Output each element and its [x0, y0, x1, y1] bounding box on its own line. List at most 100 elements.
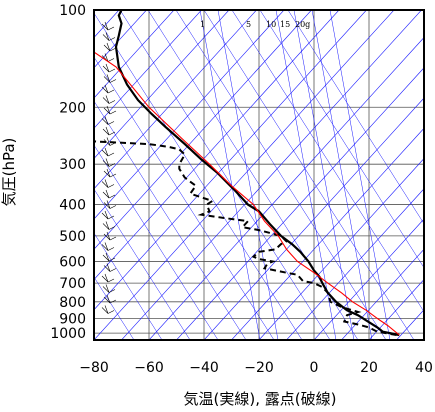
adiabat-line: [94, 188, 191, 340]
wind-barb: [101, 242, 115, 251]
wind-barb: [103, 168, 117, 178]
y-axis-title: 気圧(hPa): [0, 138, 18, 207]
y-tick-label: 900: [59, 311, 86, 327]
mixing-ratio-label: 20g: [295, 20, 310, 29]
x-tick-label: 40: [415, 360, 433, 376]
y-tick-label: 700: [59, 276, 86, 292]
wind-barb: [102, 126, 116, 136]
wind-barb: [102, 158, 116, 167]
isotherm-line: [94, 10, 175, 99]
y-tick-label: 200: [59, 100, 86, 116]
adiabat-line: [94, 144, 219, 340]
x-tick-label: −40: [189, 360, 219, 376]
isotherm-line: [94, 10, 367, 311]
isotherm-line: [94, 10, 257, 190]
isotherm-line: [94, 10, 230, 159]
x-tick-label: −80: [79, 360, 109, 376]
wind-barb: [101, 84, 115, 94]
mixing-ratio-labels: 1 5 10 15 20g: [200, 20, 310, 29]
wind-barb: [102, 32, 116, 41]
mixing-ratio-label: 5: [246, 20, 251, 29]
wind-barb: [102, 221, 116, 230]
mixing-ratio-label: 1: [200, 20, 205, 29]
y-tick-label: 100: [59, 3, 86, 19]
adiabat-line: [231, 10, 424, 313]
adiabat-line: [94, 12, 303, 340]
isotherm-line: [148, 37, 424, 340]
isotherm-line: [368, 279, 424, 340]
isotherm-line: [396, 309, 424, 340]
wind-barb: [102, 95, 116, 104]
mixing-ratio-line: [199, 10, 261, 340]
mixing-ratio-line: [329, 10, 391, 340]
wind-barb: [102, 252, 116, 262]
adiabat-line: [94, 276, 135, 340]
isotherm-line: [286, 188, 424, 340]
isotherm-line: [203, 97, 424, 340]
adiabat-line: [94, 56, 275, 340]
mixing-ratio-line: [217, 10, 279, 340]
wind-barb: [102, 63, 116, 73]
wind-barb: [101, 179, 115, 188]
isotherm-lines: [94, 10, 424, 340]
mixing-ratio-label: 10: [266, 20, 276, 29]
wind-barb: [102, 284, 116, 293]
wind-barbs: [101, 21, 117, 314]
x-tick-label: 0: [310, 360, 319, 376]
wind-barb: [101, 21, 115, 31]
wind-barb: [103, 294, 117, 304]
y-tick-label: 300: [59, 157, 86, 173]
wind-barb: [101, 305, 115, 314]
mixing-ratio-lines: [199, 10, 391, 340]
isotherm-line: [94, 10, 285, 220]
isotherm-line: [341, 248, 424, 340]
temperature-line: [114, 10, 400, 337]
x-tick-label: −60: [134, 360, 164, 376]
adiabat-line: [287, 10, 424, 225]
isotherm-line: [94, 10, 147, 69]
dewpoint-line: [94, 140, 397, 336]
wind-barb: [101, 210, 115, 220]
grid-lines: [93, 9, 425, 340]
mixing-ratio-label: 15: [280, 20, 290, 29]
wind-barb: [101, 53, 115, 62]
wind-barb: [102, 189, 116, 199]
adiabat-line: [259, 10, 424, 269]
wind-barb: [103, 263, 117, 272]
wind-barb: [101, 116, 115, 125]
isotherm-line: [313, 218, 424, 340]
isotherm-line: [94, 10, 312, 250]
mixing-ratio-line: [275, 10, 337, 340]
y-tick-label: 1000: [50, 326, 86, 342]
wind-barb: [103, 74, 117, 83]
mixing-ratio-line: [311, 10, 373, 340]
profile-series: [94, 10, 400, 337]
wind-barb: [101, 273, 115, 283]
adiabat-line: [175, 10, 387, 340]
isotherm-line: [231, 127, 424, 340]
wind-barb: [103, 200, 117, 209]
x-axis-title: 気温(実線), 露点(破線): [184, 390, 337, 408]
adiabat-line: [119, 10, 331, 340]
x-tick-labels: −80 −60 −40 −20 0 20 40: [79, 360, 433, 376]
isotherm-line: [176, 67, 424, 340]
wind-barb: [101, 147, 115, 157]
y-tick-label: 400: [59, 198, 86, 214]
x-tick-label: −20: [244, 360, 274, 376]
x-tick-label: 20: [360, 360, 378, 376]
wind-barb: [103, 105, 117, 115]
isotherm-line: [121, 10, 422, 340]
mixing-ratio-line: [293, 10, 355, 340]
isotherm-line: [258, 158, 424, 340]
y-tick-label: 500: [59, 229, 86, 245]
isotherm-line: [423, 339, 424, 340]
isotherm-line: [94, 10, 340, 280]
y-tick-label: 800: [59, 295, 86, 311]
y-tick-label: 600: [59, 254, 86, 270]
isotherm-line: [94, 10, 202, 129]
adiabat-line: [94, 232, 163, 340]
isotherm-line: [94, 10, 395, 340]
wind-barb: [103, 42, 117, 52]
parcel-line: [94, 51, 400, 336]
